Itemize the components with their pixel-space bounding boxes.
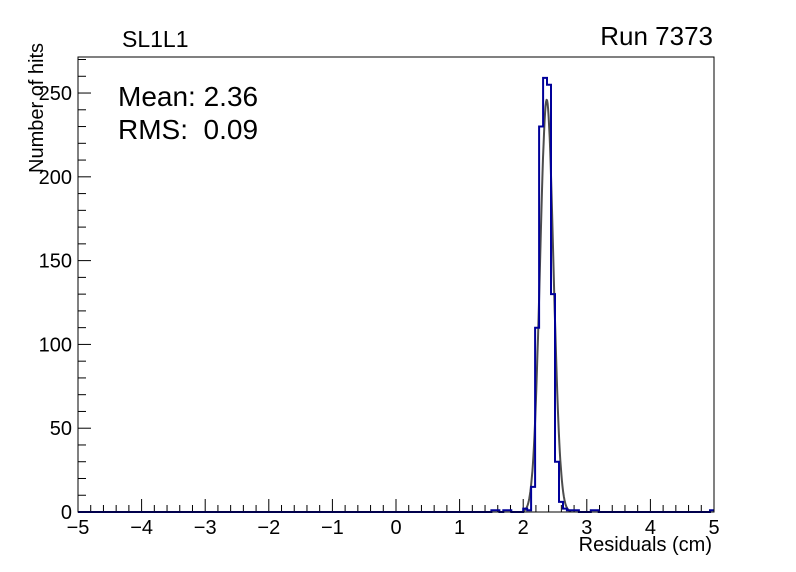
gaussian-fit-curve — [522, 98, 572, 513]
x-tick-label: 4 — [645, 517, 656, 539]
y-tick-label: 100 — [39, 334, 72, 356]
stats-mean-label: Mean: 2.36 — [118, 81, 258, 112]
x-tick-label: 1 — [454, 517, 465, 539]
stats-rms-label: RMS: 0.09 — [118, 114, 258, 145]
y-tick-label: 0 — [61, 502, 72, 524]
x-tick-label: 0 — [390, 517, 401, 539]
x-tick-label: −3 — [194, 517, 217, 539]
x-tick-label: 5 — [708, 517, 719, 539]
x-tick-label: −1 — [321, 517, 344, 539]
plot-title-right: Run 7373 — [600, 21, 713, 51]
x-tick-label: 3 — [581, 517, 592, 539]
x-axis-title: Residuals (cm) — [579, 534, 712, 556]
y-tick-label: 200 — [39, 167, 72, 189]
x-tick-label: −5 — [67, 517, 90, 539]
x-tick-label: −4 — [130, 517, 153, 539]
plot-title-left: SL1L1 — [122, 26, 189, 52]
y-axis-title: Number of hits — [26, 43, 48, 173]
y-tick-label: 50 — [50, 418, 72, 440]
x-tick-label: 2 — [518, 517, 529, 539]
x-tick-label: −2 — [257, 517, 280, 539]
y-tick-label: 250 — [39, 83, 72, 105]
y-tick-label: 150 — [39, 251, 72, 273]
plot-frame — [77, 56, 715, 513]
